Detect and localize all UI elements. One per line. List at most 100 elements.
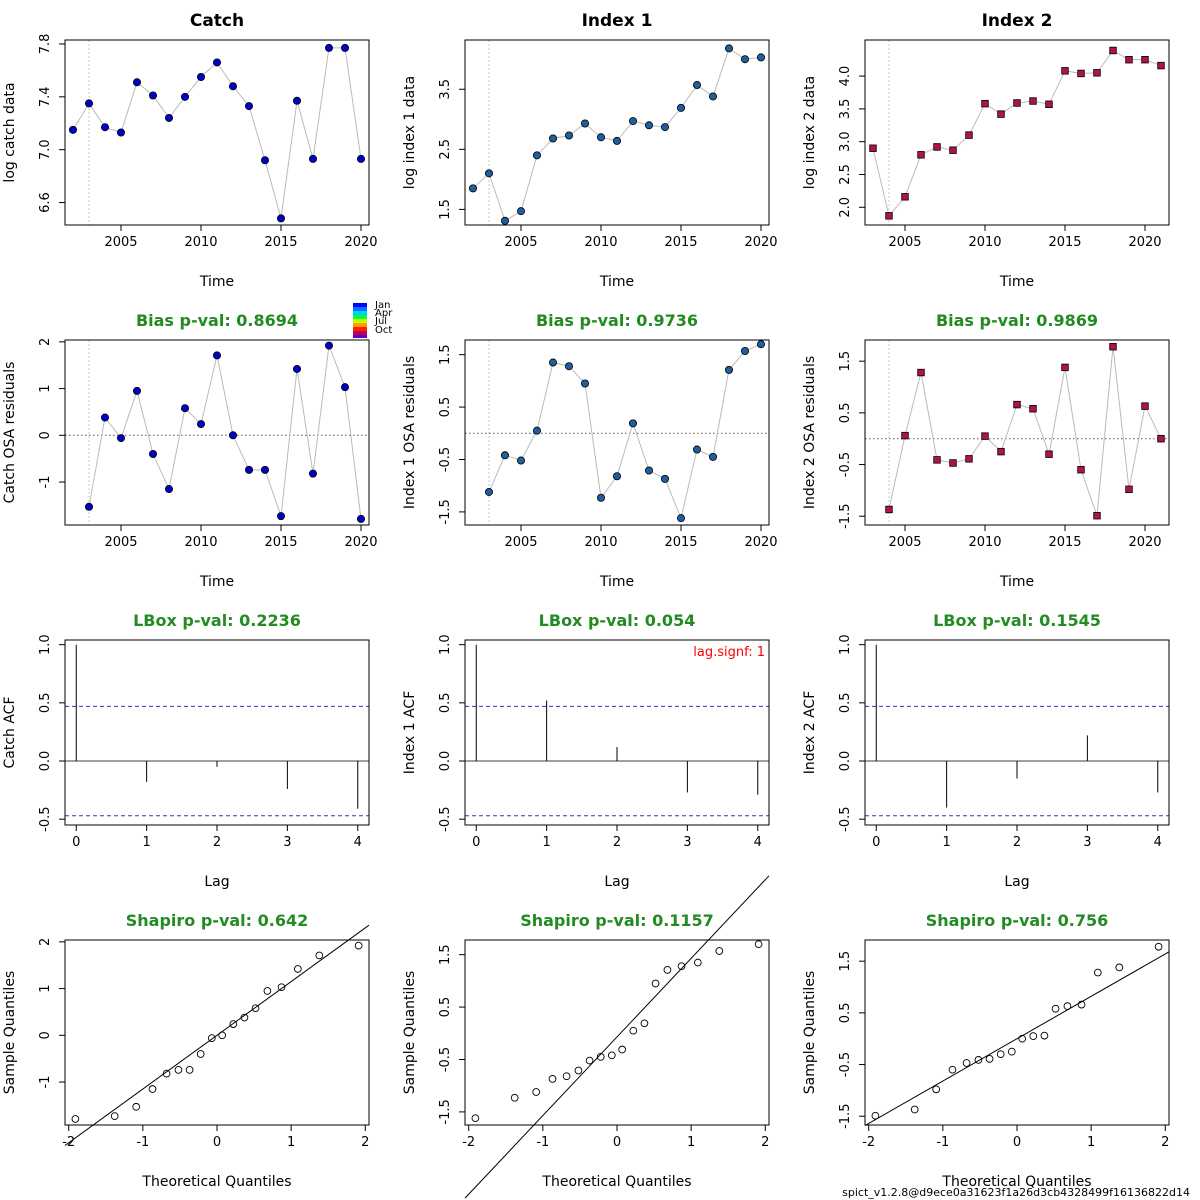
data-point — [308, 469, 317, 478]
x-tick-label: 2015 — [264, 235, 297, 250]
legend-swatch-1 — [353, 303, 367, 307]
y-tick-label: 2.5 — [838, 164, 853, 185]
data-point — [1154, 942, 1163, 951]
qq-reference-line — [864, 951, 1170, 1127]
data-point — [471, 1114, 480, 1123]
data-point — [277, 983, 286, 992]
legend-swatch-7 — [353, 327, 367, 331]
data-point — [164, 485, 173, 494]
panel-index1-qq: Shapiro p-val: 0.1157 -2 -1 0 1 2 -1.5 -0.5 0.5 1… — [402, 875, 770, 1199]
panel-index2-data: Index 2 2005 2010 2015 2020 2.0 2.5 3.0 3.5 4.0 Ti… — [802, 11, 1170, 290]
legend-swatch-4 — [353, 315, 367, 319]
y-tick-label: 1.5 — [838, 351, 853, 372]
data-point — [148, 91, 157, 100]
x-tick-label: 2010 — [584, 235, 617, 250]
data-point — [517, 456, 526, 465]
data-point — [148, 1085, 157, 1093]
x-tick-label: 4 — [754, 835, 762, 850]
plot-frame — [864, 39, 1170, 226]
data-point — [901, 431, 909, 440]
y-tick-label: -0.5 — [838, 1052, 853, 1077]
panel-index1-resid: Bias p-val: 0.9736 2005 2010 2015 2020 -1.5 -0… — [402, 311, 778, 590]
y-axis-label: Index 1 OSA residuals — [402, 356, 418, 509]
x-tick-label: 2010 — [184, 235, 217, 250]
data-point — [565, 362, 574, 371]
data-point — [1077, 466, 1085, 474]
y-tick-label: 3.5 — [438, 79, 453, 100]
x-tick-label: 2 — [213, 835, 221, 850]
data-point — [292, 96, 301, 105]
data-point — [885, 505, 893, 514]
x-tick-label: 2015 — [1048, 235, 1081, 250]
month-color-legend: Jan Apr Jul Oct — [353, 300, 393, 338]
x-tick-label: 2015 — [264, 535, 297, 550]
data-point — [651, 979, 660, 988]
panel-index2-acf: LBox p-val: 0.1545 0 1 2 3 4 -0.5 0.0 0.5 1.0 Lag I… — [802, 611, 1170, 890]
panel-index1-acf: LBox p-val: 0.054 lag.signf: 1 0 1 2 3 4 -0.5 0.… — [402, 611, 770, 890]
x-tick-label: 2005 — [104, 235, 137, 250]
data-point — [132, 1102, 141, 1111]
data-point — [132, 386, 141, 395]
x-axis-label: Time — [599, 274, 634, 290]
x-tick-label: 2 — [613, 835, 621, 850]
data-point — [581, 379, 590, 388]
x-tick-label: 1 — [542, 835, 550, 850]
data-point — [677, 514, 686, 523]
x-axis-label: Theoretical Quantiles — [541, 1174, 691, 1190]
data-point — [1109, 46, 1117, 55]
data-point — [1013, 400, 1021, 409]
y-tick-label: 1.0 — [838, 634, 853, 655]
data-point — [997, 110, 1005, 118]
data-point — [1125, 485, 1133, 494]
data-point — [917, 151, 925, 159]
x-tick-label: -1 — [536, 1135, 549, 1150]
data-point — [500, 216, 509, 225]
data-point — [596, 1053, 605, 1061]
x-tick-label: 1 — [942, 835, 950, 850]
data-point — [207, 1034, 216, 1042]
y-tick-label: -0.5 — [438, 1047, 453, 1072]
data-point — [263, 987, 272, 995]
qq-reference-line — [464, 875, 770, 1199]
data-point — [468, 184, 477, 193]
x-tick-label: 2010 — [584, 535, 617, 550]
data-point — [1125, 55, 1133, 64]
data-point — [693, 81, 702, 90]
data-point — [1061, 363, 1069, 372]
x-tick-label: 2010 — [968, 535, 1001, 550]
x-axis-label: Theoretical Quantiles — [141, 1174, 291, 1190]
y-axis-label: Sample Quantiles — [402, 971, 418, 1094]
data-point — [741, 55, 750, 64]
panel-title: Catch — [190, 11, 244, 31]
data-point — [962, 1059, 971, 1067]
y-axis-label: Catch ACF — [2, 696, 18, 768]
x-tick-label: 2020 — [344, 535, 377, 550]
data-point — [949, 459, 957, 467]
data-point — [565, 131, 574, 140]
x-tick-label: 2020 — [344, 235, 377, 250]
x-axis-label: Lag — [1004, 874, 1029, 890]
series-line — [472, 47, 762, 222]
data-point — [974, 1056, 983, 1064]
data-point — [741, 347, 750, 356]
y-tick-label: 2 — [38, 338, 53, 346]
data-point — [1141, 402, 1149, 410]
data-point — [597, 493, 606, 502]
y-tick-label: 7.0 — [38, 139, 53, 160]
y-tick-label: 0.5 — [838, 1003, 853, 1024]
x-tick-label: -2 — [62, 1135, 75, 1150]
data-point — [949, 146, 957, 154]
y-tick-label: 2.0 — [838, 197, 853, 218]
data-point — [725, 44, 734, 53]
series-line — [488, 343, 762, 520]
data-point — [917, 368, 925, 377]
plot-frame — [864, 339, 1170, 526]
data-point — [1157, 61, 1165, 70]
legend-swatch-6 — [353, 323, 367, 327]
series-line — [888, 346, 1162, 516]
y-tick-label: 1.0 — [38, 634, 53, 655]
data-point — [645, 466, 654, 475]
y-tick-label: 7.4 — [38, 86, 53, 107]
series-line — [872, 49, 1162, 217]
data-point — [1093, 968, 1102, 977]
